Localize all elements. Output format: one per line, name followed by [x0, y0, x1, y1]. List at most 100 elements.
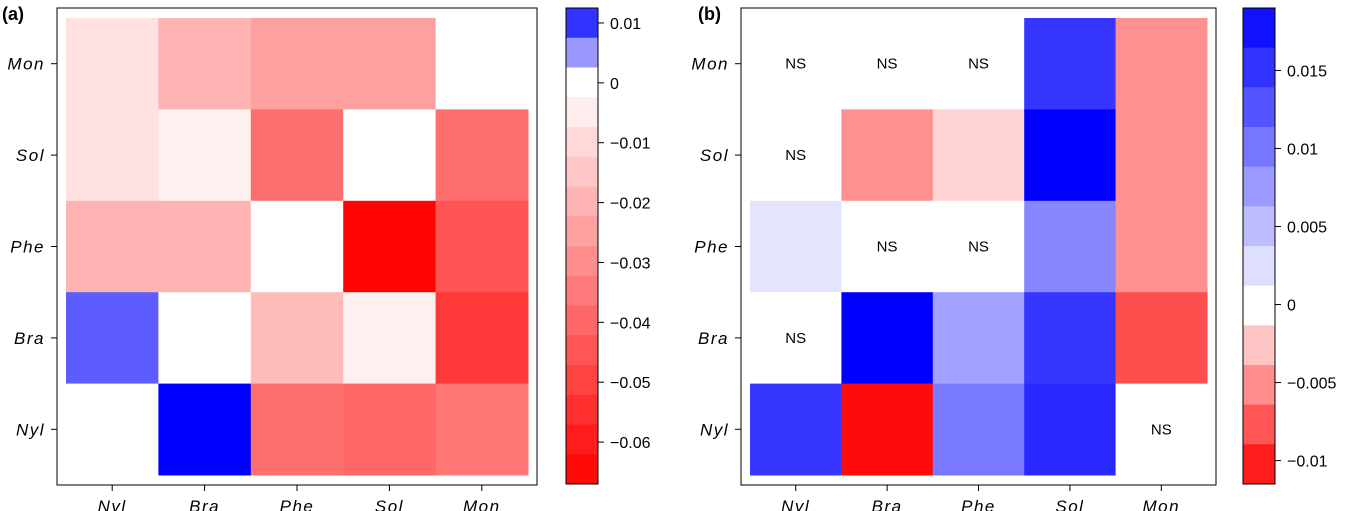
colorbar: 0.015 0.01 0.005 0 −0.005 −0.01 — [1242, 7, 1336, 485]
heatmap-cell — [158, 18, 252, 110]
colorbar-segment — [566, 97, 598, 128]
colorbar-segment — [566, 67, 598, 98]
heatmap-cell — [1024, 200, 1117, 293]
ns-label: NS — [968, 239, 989, 256]
colorbar-segment — [566, 186, 598, 217]
colorbar-segment — [1243, 166, 1275, 207]
heatmap-cell — [1115, 383, 1208, 476]
colorbar-tick-label: 0.01 — [1287, 141, 1318, 158]
heatmap-panel-b: (b) NS NS NS NS NS NS NS NS Nyl Bra Phe Sol Mon Mon Sol… — [691, 4, 1336, 511]
ns-label: NS — [968, 56, 989, 73]
heatmap-cell — [1115, 109, 1208, 202]
colorbar-segment — [566, 156, 598, 187]
colorbar-segment — [566, 424, 598, 455]
colorbar-tick-label: −0.01 — [610, 136, 651, 153]
x-tick-label: Bra — [872, 497, 903, 511]
x-tick-label: Sol — [1055, 497, 1084, 511]
colorbar-segment — [1243, 365, 1275, 406]
y-tick-label: Phe — [694, 238, 729, 257]
x-tick-label: Nyl — [781, 497, 810, 511]
y-tick-label: Bra — [698, 329, 729, 348]
colorbar-segment — [566, 365, 598, 396]
ns-label: NS — [1151, 421, 1172, 438]
heatmap-cell — [158, 200, 252, 293]
y-tick-label: Nyl — [700, 420, 729, 439]
colorbar-frame — [565, 7, 599, 485]
x-tick-label: Nyl — [98, 497, 127, 511]
y-tick-label: Nyl — [16, 420, 45, 439]
heatmap-cell — [158, 109, 252, 202]
heatmap-cell — [343, 18, 437, 110]
x-tick-label: Sol — [375, 497, 404, 511]
heatmap-cell — [66, 18, 159, 110]
x-tick-label: Mon — [1143, 497, 1181, 511]
heatmap-cell — [250, 18, 344, 110]
colorbar-segment — [1243, 246, 1275, 287]
heatmap-cell — [158, 292, 252, 385]
heatmap-cell — [250, 383, 344, 476]
colorbar-segment — [1243, 325, 1275, 366]
y-tick-label: Mon — [691, 55, 729, 74]
y-tick-label: Phe — [10, 238, 45, 257]
colorbar-tick-label: 0.01 — [610, 16, 641, 33]
heatmap-cell — [750, 383, 842, 476]
y-tick-label: Bra — [14, 329, 45, 348]
colorbar-tick-label: −0.05 — [610, 375, 651, 392]
colorbar-segment — [566, 216, 598, 247]
heatmap-cell — [435, 109, 529, 202]
heatmap-cell — [66, 200, 159, 293]
colorbar-frame — [1242, 7, 1276, 485]
colorbar-tick-label: 0 — [610, 76, 619, 93]
heatmap-cell — [932, 18, 1025, 110]
heatmap-cell — [435, 200, 529, 293]
heatmap-cell — [435, 18, 529, 110]
x-tick-label: Phe — [961, 497, 996, 511]
heatmap-cell — [343, 383, 437, 476]
heatmap-cell — [66, 292, 159, 385]
heatmap-cell — [250, 109, 344, 202]
colorbar-segment — [1243, 404, 1275, 445]
ns-label: NS — [785, 330, 806, 347]
colorbar-tick-label: 0 — [1287, 298, 1296, 315]
colorbar: 0.01 0 −0.01 −0.02 −0.03 −0.04 −0.05 −0.06 — [565, 7, 651, 485]
colorbar-segment — [1243, 87, 1275, 128]
colorbar-tick-label: 0.005 — [1287, 219, 1327, 236]
colorbar-segment — [566, 275, 598, 306]
colorbar-segment — [1243, 285, 1275, 326]
heatmap-cell — [841, 200, 934, 293]
heatmap-cell — [435, 383, 529, 476]
heatmap-cell — [750, 200, 842, 293]
colorbar-tick-label: 0.015 — [1287, 63, 1327, 80]
heatmap-cell — [250, 200, 344, 293]
heatmap-cell — [750, 18, 842, 110]
colorbar-tick-label: −0.06 — [610, 435, 651, 452]
heatmap-cell — [932, 292, 1025, 385]
colorbar-segment — [566, 394, 598, 425]
ns-label: NS — [785, 56, 806, 73]
colorbar-segment — [566, 246, 598, 277]
heatmap-cell — [841, 18, 934, 110]
colorbar-segment — [1243, 206, 1275, 247]
colorbar-tick-label: −0.01 — [1287, 454, 1328, 471]
heatmap-cell — [66, 109, 159, 202]
ns-label: NS — [785, 147, 806, 164]
heatmap-cell — [1024, 383, 1117, 476]
colorbar-segment — [566, 305, 598, 336]
ns-label: NS — [877, 239, 898, 256]
panel-label: (b) — [698, 4, 721, 24]
heatmap-cell — [841, 109, 934, 202]
heatmap-cell — [1024, 18, 1117, 110]
heatmap-cell — [435, 292, 529, 385]
heatmap-cell — [841, 292, 934, 385]
heatmap-cell — [343, 200, 437, 293]
heatmap-cell — [932, 383, 1025, 476]
ns-label: NS — [877, 56, 898, 73]
colorbar-segment — [566, 454, 598, 485]
x-tick-label: Mon — [463, 497, 501, 511]
heatmap-cell — [1115, 18, 1208, 110]
panel-label: (a) — [2, 4, 24, 24]
heatmap-cell — [250, 292, 344, 385]
heatmap-cell — [66, 383, 159, 476]
y-tick-label: Sol — [700, 146, 729, 165]
